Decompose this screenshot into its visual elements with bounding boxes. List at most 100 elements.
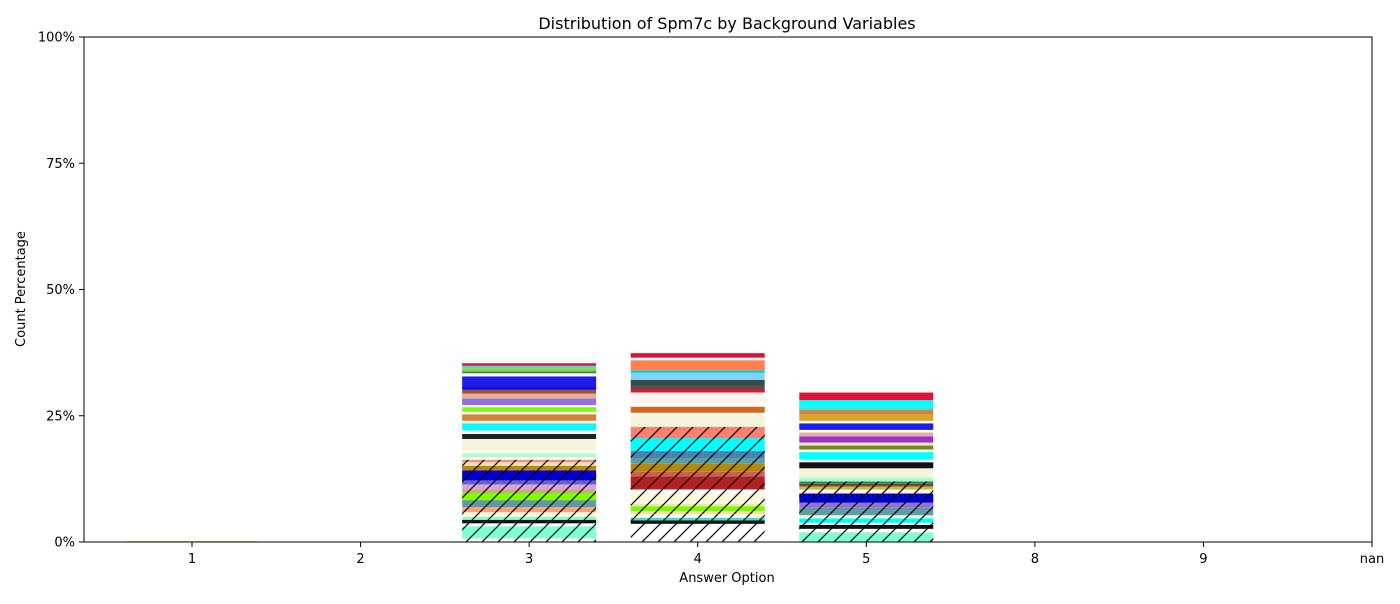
bar-segment xyxy=(630,353,765,358)
bar-segment-hatch xyxy=(462,500,597,508)
bar-segment-hatch xyxy=(799,493,934,503)
bar-segment-hatch xyxy=(630,514,765,518)
bar-segment-hatch xyxy=(630,520,765,524)
bar-segment xyxy=(630,357,765,361)
bar-segment xyxy=(462,433,597,439)
bar-segment xyxy=(630,412,765,416)
bar-segment-hatch xyxy=(799,489,934,494)
bar-segment xyxy=(462,373,597,377)
bar-segment xyxy=(462,457,597,460)
bar-segment xyxy=(462,365,597,369)
x-tick-label: 2 xyxy=(356,552,364,567)
y-tick-label: 0% xyxy=(54,536,75,551)
bar-segment xyxy=(799,468,934,478)
bar-segment xyxy=(462,363,597,366)
axes-layer: 0% 25% 50% 75% 100% 1 2 3 4 5 8 9 nan xyxy=(38,31,1384,568)
bar-segment xyxy=(799,400,934,408)
x-tick-label: 8 xyxy=(1031,552,1039,567)
bar-segment xyxy=(799,407,934,410)
bar-segment xyxy=(462,414,597,421)
bar-segment xyxy=(799,423,934,430)
bar-segment xyxy=(799,462,934,469)
bar-stack-1 xyxy=(125,540,259,542)
bar-segment-hatch xyxy=(799,532,934,542)
bar-segment-hatch xyxy=(799,502,934,508)
bar-segment-hatch xyxy=(630,517,765,521)
bar-segment xyxy=(630,390,765,393)
bar-segment-hatch xyxy=(799,481,934,484)
bar-segment xyxy=(799,429,934,433)
bar-segment xyxy=(462,438,597,451)
bar-segment-hatch xyxy=(462,484,597,490)
bar-segment xyxy=(630,370,765,373)
bar-segment xyxy=(630,415,765,427)
bar-segment xyxy=(462,450,597,454)
chart-title: Distribution of Spm7c by Background Vari… xyxy=(538,14,915,33)
x-axis-label: Answer Option xyxy=(679,571,774,586)
bar-segment-hatch xyxy=(462,493,597,501)
bar-segment-hatch xyxy=(799,528,934,533)
bar-segment xyxy=(630,403,765,407)
bar-segment-hatch xyxy=(630,463,765,472)
bar-segment-hatch xyxy=(799,483,934,487)
bar-segment xyxy=(462,420,597,424)
bar-segment-hatch xyxy=(799,515,934,519)
bar-segment xyxy=(799,442,934,446)
bar-segment-hatch xyxy=(462,459,597,463)
bar-segment xyxy=(799,459,934,463)
bar-segment xyxy=(125,540,259,542)
y-tick-label: 50% xyxy=(46,283,75,298)
bar-segment-hatch xyxy=(462,465,597,471)
bar-segment xyxy=(630,392,765,404)
x-tick-label: 1 xyxy=(188,552,196,567)
bar-segment xyxy=(799,414,934,421)
bar-segment-hatch xyxy=(799,486,934,490)
bar-segment xyxy=(799,420,934,424)
bar-segment-hatch xyxy=(630,492,765,504)
bar-segment xyxy=(799,445,934,450)
bar-segment-hatch xyxy=(630,489,765,493)
bar-segment-hatch xyxy=(462,462,597,466)
bar-segment xyxy=(462,368,597,372)
bar-segment xyxy=(799,477,934,482)
y-tick-label: 25% xyxy=(46,409,75,424)
bar-segment-hatch xyxy=(630,476,765,490)
bar-stack-4 xyxy=(630,353,765,542)
bar-segment xyxy=(630,406,765,413)
bar-segment-hatch xyxy=(462,512,597,517)
bar-segment-hatch xyxy=(462,507,597,513)
bar-segment xyxy=(462,398,597,406)
bar-segment xyxy=(799,409,934,415)
bars-layer xyxy=(125,353,934,542)
bar-segment-hatch xyxy=(630,471,765,477)
bar-segment xyxy=(462,371,597,374)
bar-segment xyxy=(799,436,934,443)
bar-segment xyxy=(462,405,597,408)
bar-segment-hatch xyxy=(630,437,765,452)
bar-segment xyxy=(799,449,934,453)
bar-segment xyxy=(462,376,597,388)
bar-segment-hatch xyxy=(462,516,597,520)
bar-segment xyxy=(630,372,765,380)
bar-segment-hatch xyxy=(799,507,934,516)
x-tick-label: 3 xyxy=(525,552,533,567)
bar-segment-hatch xyxy=(630,503,765,507)
x-tick-label: 4 xyxy=(694,552,702,567)
y-tick-label: 100% xyxy=(38,31,75,46)
bar-segment-hatch xyxy=(462,519,597,524)
bar-stack-3 xyxy=(462,363,597,542)
bar-segment xyxy=(462,430,597,434)
bar-segment-hatch xyxy=(462,523,597,527)
bar-segment-hatch xyxy=(630,506,765,512)
bar-segment-hatch xyxy=(462,526,597,539)
bar-segment-hatch xyxy=(799,522,934,525)
bar-segment-hatch xyxy=(630,523,765,542)
bar-segment-hatch xyxy=(799,518,934,523)
bar-segment xyxy=(462,389,597,394)
bar-segment-hatch xyxy=(799,524,934,529)
x-tick-label: 5 xyxy=(862,552,870,567)
bar-segment xyxy=(462,407,597,412)
bar-segment xyxy=(799,392,934,401)
x-tick-label: nan xyxy=(1360,552,1384,567)
